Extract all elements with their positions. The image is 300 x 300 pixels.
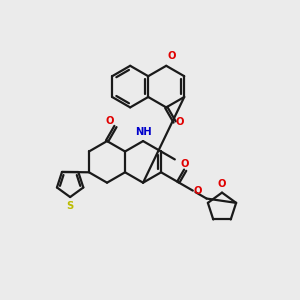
Text: S: S — [67, 201, 74, 211]
Text: O: O — [106, 116, 115, 125]
Text: NH: NH — [135, 127, 152, 137]
Text: O: O — [218, 178, 226, 189]
Text: O: O — [176, 117, 184, 127]
Text: O: O — [181, 159, 189, 169]
Text: O: O — [167, 51, 176, 61]
Text: O: O — [194, 186, 202, 196]
